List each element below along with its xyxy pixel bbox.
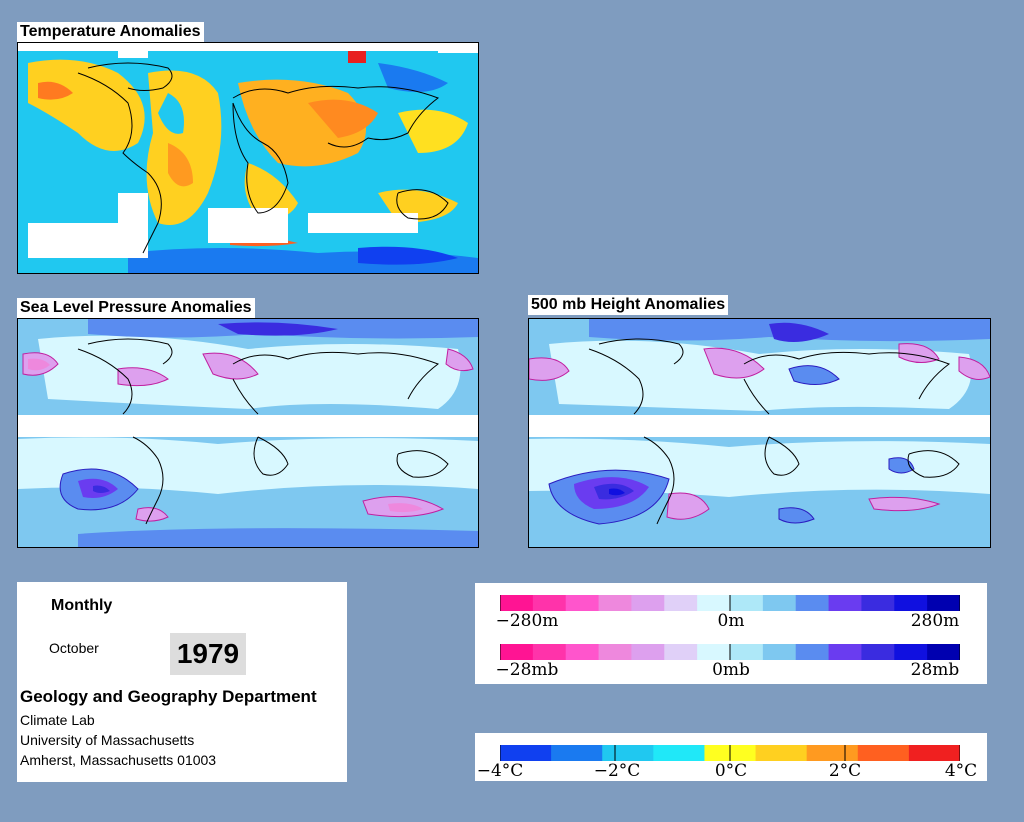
temperature-colorbar-swatch <box>806 745 859 761</box>
university-name: University of Massachusetts <box>20 732 195 748</box>
height-colorbar <box>500 595 960 611</box>
height-colorbar-swatch <box>565 595 600 611</box>
period-label: Monthly <box>51 597 113 614</box>
pressure-colorbar <box>500 644 960 660</box>
500mb-height-anomaly-map <box>528 318 991 548</box>
temperature-colorbar <box>500 745 960 761</box>
height-colorbar-swatch <box>598 595 632 611</box>
pressure-colorbar-swatch <box>927 644 960 660</box>
height-colorbar-swatch <box>828 595 862 611</box>
height-colorbar-swatch <box>631 595 665 611</box>
temp-legend-plus4: 4°C <box>944 761 978 781</box>
temperature-colorbar-swatch <box>653 745 705 761</box>
temp-legend-minus2: −2°C <box>593 761 641 781</box>
temp-legend-plus2: 2°C <box>828 761 862 781</box>
pressure-legend-mid: 0mb <box>712 660 750 680</box>
pressure-legend-max: 28mb <box>910 660 960 680</box>
pressure-colorbar-swatch <box>894 644 928 660</box>
pressure-colorbar-swatch <box>697 644 731 660</box>
height-map-title: 500 mb Height Anomalies <box>528 295 729 315</box>
height-colorbar-swatch <box>664 595 698 611</box>
height-colorbar-swatch <box>697 595 731 611</box>
pressure-colorbar-swatch <box>828 644 862 660</box>
pressure-colorbar-swatch <box>730 644 764 660</box>
temp-legend-zero: 0°C <box>714 761 748 781</box>
height-colorbar-swatch <box>927 595 960 611</box>
height-colorbar-swatch <box>730 595 764 611</box>
height-colorbar-swatch <box>861 595 895 611</box>
height-colorbar-swatch <box>795 595 830 611</box>
temperature-colorbar-swatch <box>755 745 808 761</box>
info-panel: Monthly October 1979 Geology and Geograp… <box>17 582 347 782</box>
pressure-colorbar-swatch <box>664 644 698 660</box>
address-line: Amherst, Massachusetts 01003 <box>20 752 217 768</box>
temperature-colorbar-swatch <box>857 745 910 761</box>
temperature-colorbar-swatch <box>602 745 654 761</box>
pressure-colorbar-swatch <box>532 644 567 660</box>
month-label: October <box>49 640 99 656</box>
department-name: Geology and Geography Department <box>20 687 317 706</box>
pressure-colorbar-swatch <box>598 644 632 660</box>
temperature-colorbar-swatch <box>500 745 552 761</box>
height-colorbar-swatch <box>532 595 567 611</box>
temperature-legend: −4°C −2°C 0°C 2°C 4°C <box>475 733 987 781</box>
pressure-colorbar-swatch <box>500 644 534 660</box>
height-legend-min: −280m <box>495 611 559 631</box>
height-colorbar-swatch <box>762 595 797 611</box>
pressure-colorbar-swatch <box>631 644 665 660</box>
temp-legend-minus4: −4°C <box>476 761 524 781</box>
temperature-colorbar-swatch <box>551 745 603 761</box>
height-legend-mid: 0m <box>717 611 745 631</box>
height-colorbar-swatch <box>894 595 928 611</box>
temperature-anomaly-map <box>17 42 479 274</box>
height-colorbar-swatch <box>500 595 534 611</box>
height-legend-max: 280m <box>910 611 960 631</box>
pressure-colorbar-swatch <box>795 644 830 660</box>
pressure-colorbar-swatch <box>565 644 600 660</box>
year-display: 1979 <box>170 633 246 675</box>
anomaly-legend: −280m 0m 280m −28mb 0mb 28mb <box>475 583 987 684</box>
slp-map-title: Sea Level Pressure Anomalies <box>17 298 255 318</box>
pressure-legend-min: −28mb <box>495 660 559 680</box>
temperature-map-title: Temperature Anomalies <box>17 22 204 42</box>
sea-level-pressure-anomaly-map <box>17 318 479 548</box>
pressure-colorbar-swatch <box>861 644 895 660</box>
pressure-colorbar-swatch <box>762 644 797 660</box>
temperature-colorbar-swatch <box>908 745 960 761</box>
lab-name: Climate Lab <box>20 712 95 728</box>
